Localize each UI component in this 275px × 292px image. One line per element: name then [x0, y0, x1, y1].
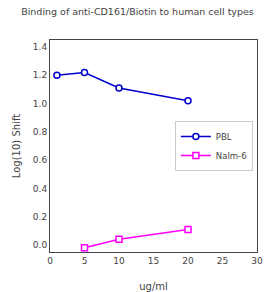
- svg-text:Binding of anti-CD161/Biotin t: Binding of anti-CD161/Biotin to human ce…: [21, 6, 254, 17]
- svg-text:1.4: 1.4: [33, 42, 48, 52]
- svg-text:0.6: 0.6: [33, 155, 48, 165]
- svg-text:0.0: 0.0: [33, 240, 48, 250]
- svg-text:5: 5: [82, 256, 88, 266]
- svg-text:0.4: 0.4: [33, 184, 48, 194]
- svg-text:25: 25: [217, 256, 228, 266]
- svg-text:Log(10) Shift: Log(10) Shift: [11, 114, 22, 178]
- svg-text:Nalm-6: Nalm-6: [216, 151, 247, 161]
- svg-text:PBL: PBL: [216, 132, 232, 142]
- svg-text:ug/ml: ug/ml: [139, 281, 168, 292]
- svg-text:30: 30: [251, 256, 263, 266]
- svg-text:0.8: 0.8: [33, 127, 48, 137]
- svg-text:20: 20: [182, 256, 194, 266]
- svg-text:15: 15: [148, 256, 159, 266]
- svg-text:1.2: 1.2: [33, 70, 47, 80]
- svg-text:0.2: 0.2: [33, 212, 47, 222]
- svg-text:0: 0: [47, 256, 53, 266]
- svg-text:1.0: 1.0: [33, 99, 48, 109]
- svg-text:10: 10: [113, 256, 125, 266]
